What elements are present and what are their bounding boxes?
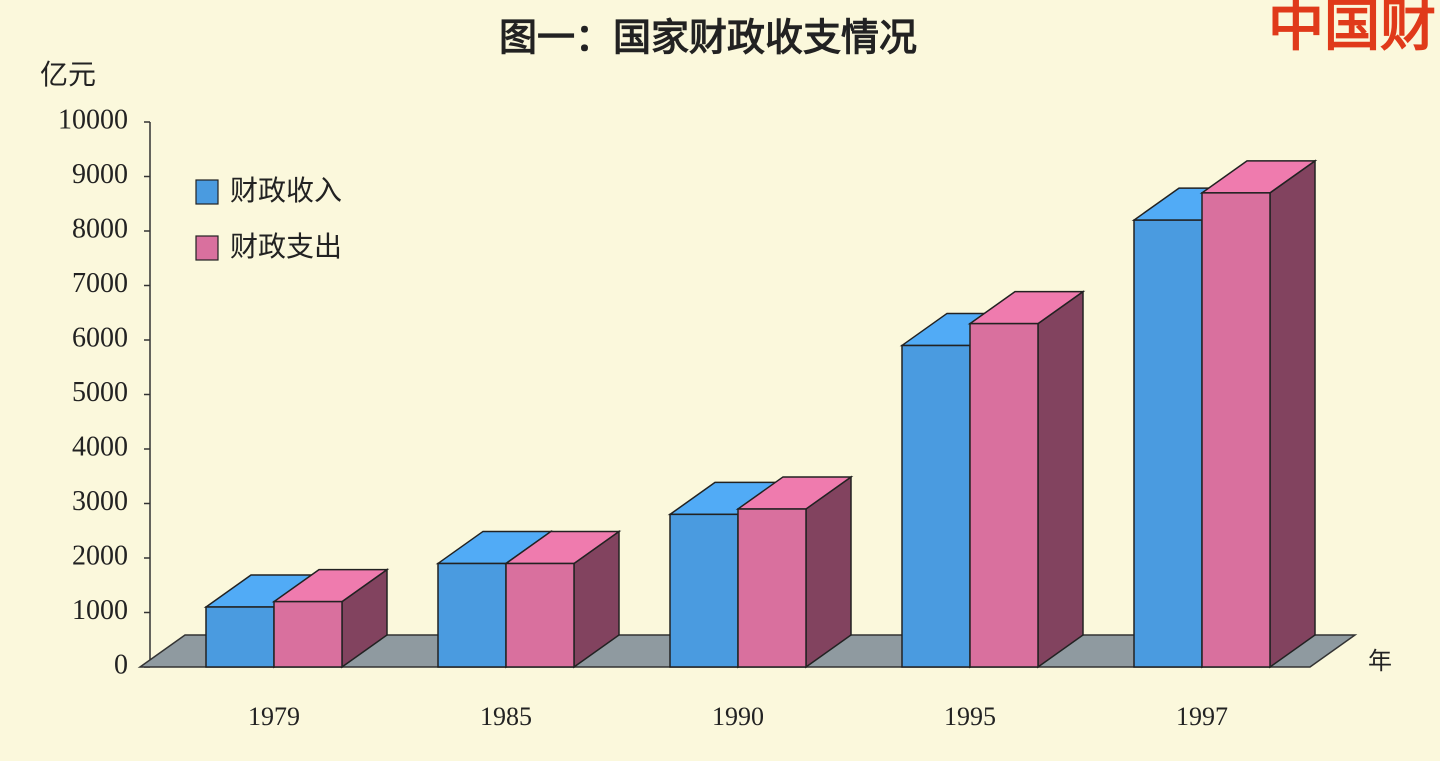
chart-title: 图一：国家财政收支情况 xyxy=(499,16,917,60)
x-tick-label: 1997 xyxy=(1176,702,1228,731)
x-tick-label: 1985 xyxy=(480,702,532,731)
y-tick-label: 8000 xyxy=(72,213,128,244)
legend-label: 财政支出 xyxy=(230,230,342,263)
y-tick-label: 10000 xyxy=(58,104,128,135)
bar-side xyxy=(805,475,852,669)
bar-front xyxy=(273,600,343,668)
y-tick-label: 7000 xyxy=(72,268,128,299)
x-tick-label: 1990 xyxy=(712,702,764,731)
bar xyxy=(735,475,854,669)
bar-front xyxy=(901,344,971,668)
x-tick-label: 1979 xyxy=(248,702,300,731)
logo: 中国财 xyxy=(1268,0,1436,59)
legend-label: 财政收入 xyxy=(230,174,342,207)
bar-side xyxy=(1269,159,1316,669)
bar-front xyxy=(737,508,807,668)
y-tick-label: 0 xyxy=(114,649,128,680)
bar xyxy=(967,290,1086,669)
y-tick-label: 6000 xyxy=(72,322,128,353)
bar xyxy=(503,529,622,669)
bar xyxy=(1199,159,1318,669)
y-tick-label: 5000 xyxy=(72,377,128,408)
y-tick-label: 1000 xyxy=(72,595,128,626)
bar xyxy=(271,568,390,669)
y-axis-label: 亿元 xyxy=(40,58,96,91)
bar-front xyxy=(205,606,275,668)
y-tick-label: 9000 xyxy=(72,159,128,190)
bar-side xyxy=(1037,290,1084,669)
bar-front xyxy=(1201,192,1271,668)
y-tick-label: 4000 xyxy=(72,431,128,462)
x-tick-label: 1995 xyxy=(944,702,996,731)
bar-front xyxy=(969,322,1039,668)
legend-swatch xyxy=(195,179,219,205)
x-axis-label: 年 xyxy=(1368,647,1392,675)
y-tick-label: 3000 xyxy=(72,486,128,517)
bar-front xyxy=(505,562,575,668)
legend-swatch xyxy=(195,235,219,261)
y-tick-label: 2000 xyxy=(72,540,128,571)
bar-front xyxy=(1133,219,1203,668)
bar-front xyxy=(437,562,507,668)
bar-front xyxy=(669,513,739,668)
